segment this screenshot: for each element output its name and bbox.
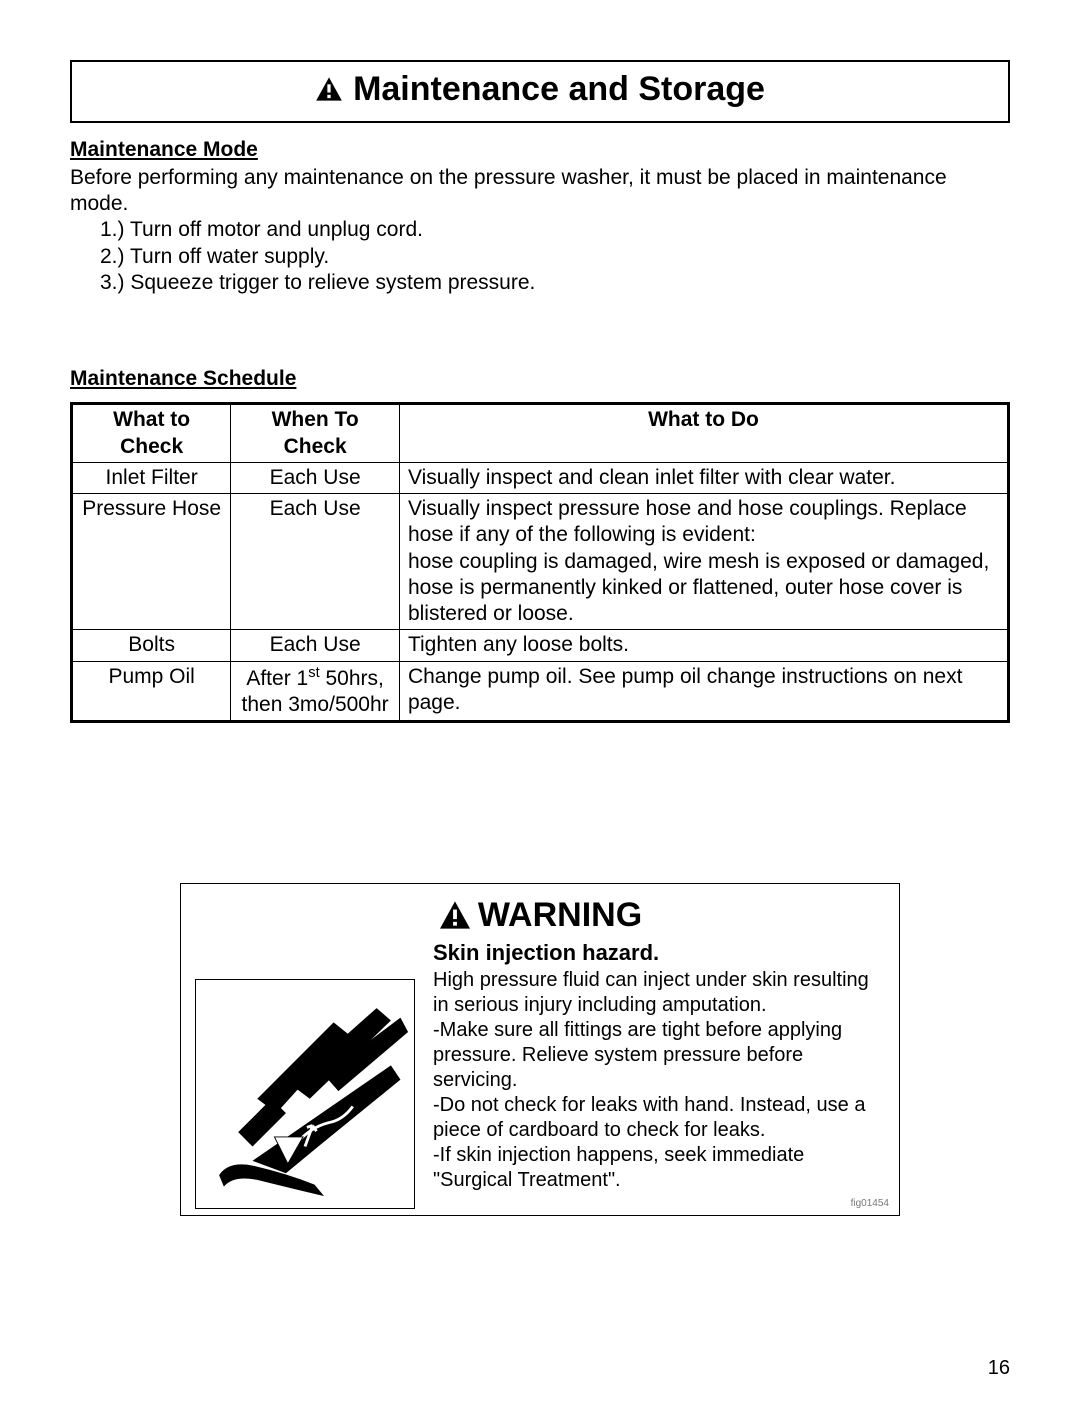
maintenance-schedule-heading: Maintenance Schedule — [70, 366, 1010, 392]
warning-title-row: WARNING — [195, 894, 885, 937]
table-cell: Visually inspect pressure hose and hose … — [399, 494, 1008, 630]
table-cell: Tighten any loose bolts. — [399, 630, 1008, 661]
warning-paragraph: High pressure fluid can inject under ski… — [433, 968, 885, 1018]
table-cell: Each Use — [231, 462, 400, 493]
step-item: 1.) Turn off motor and unplug cord. — [100, 217, 1010, 243]
maintenance-schedule-table: What to Check When To Check What to Do I… — [70, 402, 1010, 723]
warning-paragraph: -Make sure all fittings are tight before… — [433, 1018, 885, 1093]
table-row: Inlet FilterEach UseVisually inspect and… — [72, 462, 1009, 493]
table-cell: Pump Oil — [72, 661, 231, 722]
table-cell: After 1st 50hrs, then 3mo/500hr — [231, 661, 400, 722]
table-cell: Change pump oil. See pump oil change ins… — [399, 661, 1008, 722]
page-title: Maintenance and Storage — [353, 68, 765, 111]
table-cell: Inlet Filter — [72, 462, 231, 493]
col-header: What to Check — [72, 404, 231, 463]
warning-triangle-icon — [438, 900, 472, 930]
table-row: BoltsEach UseTighten any loose bolts. — [72, 630, 1009, 661]
figure-reference: fig01454 — [851, 1198, 889, 1211]
page-title-box: Maintenance and Storage — [70, 60, 1010, 123]
page-number: 16 — [70, 1356, 1010, 1381]
maintenance-mode-steps: 1.) Turn off motor and unplug cord. 2.) … — [100, 217, 1010, 296]
col-header: When To Check — [231, 404, 400, 463]
step-item: 2.) Turn off water supply. — [100, 244, 1010, 270]
col-header: What to Do — [399, 404, 1008, 463]
warning-text-block: Skin injection hazard. High pressure flu… — [433, 939, 885, 1194]
maintenance-mode-heading: Maintenance Mode — [70, 137, 1010, 163]
warning-paragraph: -Do not check for leaks with hand. Inste… — [433, 1093, 885, 1143]
table-row: Pressure HoseEach UseVisually inspect pr… — [72, 494, 1009, 630]
step-item: 3.) Squeeze trigger to relieve system pr… — [100, 270, 1010, 296]
table-cell: Pressure Hose — [72, 494, 231, 630]
table-header-row: What to Check When To Check What to Do — [72, 404, 1009, 463]
table-cell: Bolts — [72, 630, 231, 661]
warning-subtitle: Skin injection hazard. — [433, 939, 885, 967]
table-row: Pump OilAfter 1st 50hrs, then 3mo/500hrC… — [72, 661, 1009, 722]
warning-card: WARNING — [180, 883, 900, 1216]
table-cell: Each Use — [231, 494, 400, 630]
warning-paragraph: -If skin injection happens, seek immedia… — [433, 1143, 885, 1193]
warning-triangle-icon — [315, 76, 343, 102]
warning-title-text: WARNING — [478, 894, 642, 937]
skin-injection-hazard-pictogram — [195, 979, 415, 1209]
table-cell: Visually inspect and clean inlet filter … — [399, 462, 1008, 493]
maintenance-mode-intro: Before performing any maintenance on the… — [70, 165, 1010, 218]
table-cell: Each Use — [231, 630, 400, 661]
